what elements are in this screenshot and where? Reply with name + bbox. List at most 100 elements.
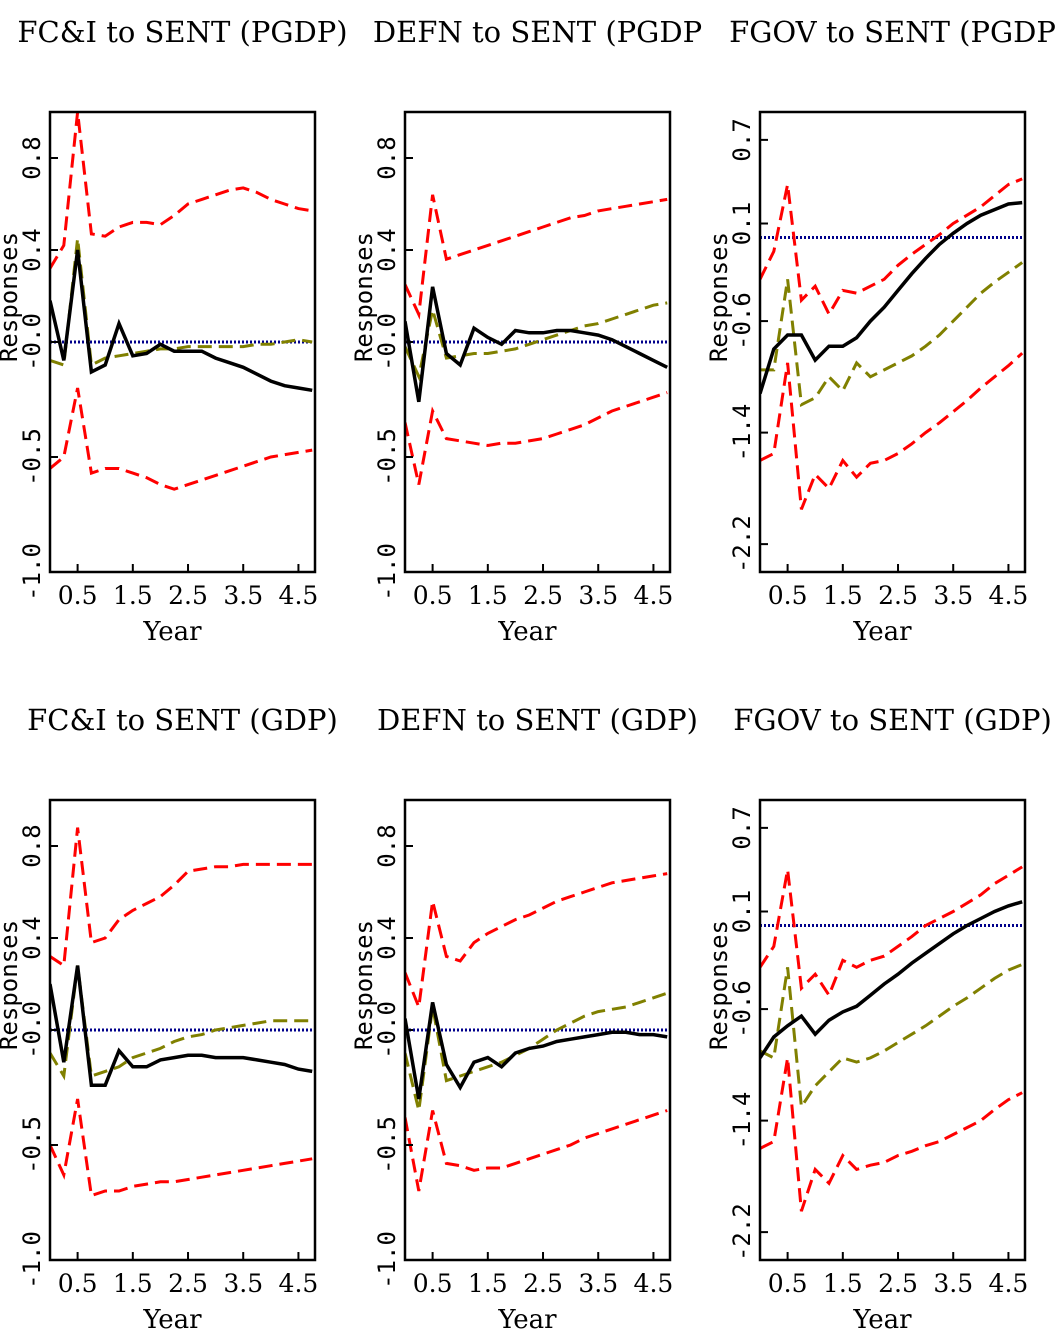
plot-area <box>405 872 668 1192</box>
x-tick-label: 4.5 <box>634 1269 674 1298</box>
plot-frame <box>758 110 1027 574</box>
x-tick-label: 2.5 <box>168 1269 208 1298</box>
y-tick-label: -0.5 <box>373 1116 401 1174</box>
plot-frame <box>758 798 1027 1262</box>
x-axis-label: Year <box>852 1305 912 1335</box>
y-tick-label: 0.4 <box>373 916 401 959</box>
panel-title: DEFN to SENT (GDP) <box>377 703 698 737</box>
y-tick-label: -1.4 <box>728 404 756 462</box>
x-tick-label: 4.5 <box>279 581 319 610</box>
x-axis-label: Year <box>497 617 557 647</box>
y-axis-label: Responses <box>705 232 733 362</box>
x-tick-label: 3.5 <box>933 581 973 610</box>
y-tick-label: -1.0 <box>373 543 401 601</box>
plot-area <box>405 194 668 485</box>
x-axis-label: Year <box>142 1305 202 1335</box>
series-median-line <box>50 238 313 368</box>
x-axis-label: Year <box>497 1305 557 1335</box>
panel-1: FC&I to SENT (PGDP) 0.5 1.5 2.5 3.5 4.5 -1.0 -0… <box>0 15 348 647</box>
panel-title: DEFN to SENT (PGDP <box>373 15 702 49</box>
plot-area <box>760 865 1023 1212</box>
plot-area <box>50 112 313 491</box>
series-point-line <box>50 249 313 393</box>
x-tick-label: 0.5 <box>768 1269 808 1298</box>
x-tick-label: 2.5 <box>878 1269 918 1298</box>
series-upper-line <box>50 112 313 270</box>
y-tick-label: 0.7 <box>728 118 756 161</box>
x-tick-label: 0.5 <box>413 1269 453 1298</box>
y-tick-label: -0.5 <box>18 1116 46 1174</box>
y-tick-label: 0.4 <box>373 228 401 271</box>
y-tick-label: 0.8 <box>18 824 46 867</box>
y-tick-label: 0.4 <box>18 228 46 271</box>
series-median-line <box>405 991 668 1111</box>
y-tick-label: -0.0 <box>373 313 401 371</box>
panel-2: DEFN to SENT (PGDP 0.5 1.5 2.5 3.5 4.5 -1.0 -0.… <box>350 15 702 647</box>
series-upper-line <box>405 194 668 320</box>
x-axis-label: Year <box>852 617 912 647</box>
x-tick-label: 3.5 <box>223 1269 263 1298</box>
y-axis-label: Responses <box>350 232 378 362</box>
x-tick-label: 3.5 <box>933 1269 973 1298</box>
y-tick-label: -0.5 <box>18 428 46 486</box>
x-tick-label: 3.5 <box>578 581 618 610</box>
panel-title: FGOV to SENT (GDP) <box>733 703 1052 737</box>
panel-title: FC&I to SENT (PGDP) <box>17 15 347 49</box>
series-lower-line <box>50 1098 313 1198</box>
series-upper-line <box>405 872 668 1013</box>
y-tick-label: 0.7 <box>728 806 756 849</box>
series-median-line <box>405 301 668 382</box>
series-median-line <box>50 965 313 1081</box>
y-tick-label: 0.8 <box>373 136 401 179</box>
y-tick-label: -1.0 <box>373 1231 401 1289</box>
x-tick-label: 4.5 <box>989 581 1029 610</box>
x-tick-label: 0.5 <box>58 1269 98 1298</box>
series-lower-line <box>405 1109 668 1192</box>
panel-title: FGOV to SENT (PGDP <box>729 15 1056 49</box>
y-tick-label: 0.4 <box>18 916 46 959</box>
plot-area <box>760 177 1024 510</box>
panel-3: FGOV to SENT (PGDP 0.5 1.5 2.5 3.5 4.5 -2.2 -1.… <box>705 15 1056 647</box>
x-tick-label: 1.5 <box>468 581 508 610</box>
series-lower-line <box>760 352 1024 510</box>
y-tick-label: 0.8 <box>373 824 401 867</box>
x-tick-label: 3.5 <box>578 1269 618 1298</box>
y-tick-label: -0.6 <box>728 980 756 1038</box>
x-axis-label: Year <box>142 617 202 647</box>
series-lower-line <box>50 387 313 491</box>
series-lower-line <box>405 391 668 485</box>
y-tick-label: -0.0 <box>373 1001 401 1059</box>
y-tick-label: 0.8 <box>18 136 46 179</box>
y-tick-label: -2.2 <box>728 515 756 573</box>
x-tick-label: 3.5 <box>223 581 263 610</box>
x-tick-label: 0.5 <box>768 581 808 610</box>
x-tick-label: 4.5 <box>989 1269 1029 1298</box>
series-median-line <box>760 963 1023 1112</box>
y-axis-label: Responses <box>350 920 378 1050</box>
series-point-line <box>405 1002 668 1100</box>
x-tick-label: 1.5 <box>113 1269 153 1298</box>
x-tick-label: 1.5 <box>468 1269 508 1298</box>
y-tick-label: 0.1 <box>728 202 756 245</box>
x-tick-label: 2.5 <box>523 581 563 610</box>
y-tick-label: 0.1 <box>728 890 756 933</box>
series-upper-line <box>50 827 313 969</box>
x-tick-label: 1.5 <box>113 581 153 610</box>
y-tick-label: -0.6 <box>728 292 756 350</box>
y-axis-label: Responses <box>0 920 23 1050</box>
x-tick-label: 2.5 <box>878 581 918 610</box>
x-tick-label: 2.5 <box>523 1269 563 1298</box>
y-tick-label: -0.5 <box>373 428 401 486</box>
plot-area <box>50 827 313 1198</box>
y-axis-label: Responses <box>0 232 23 362</box>
x-tick-label: 1.5 <box>823 1269 863 1298</box>
panel-4: FC&I to SENT (GDP) 0.5 1.5 2.5 3.5 4.5 -1.0 -0.… <box>0 703 338 1335</box>
series-upper-line <box>760 865 1023 999</box>
x-tick-label: 2.5 <box>168 581 208 610</box>
x-tick-label: 0.5 <box>413 581 453 610</box>
series-median-line <box>760 261 1024 408</box>
x-tick-label: 1.5 <box>823 581 863 610</box>
panel-6: FGOV to SENT (GDP) 0.5 1.5 2.5 3.5 4.5 -2.2 -1.… <box>705 703 1052 1335</box>
x-tick-label: 4.5 <box>279 1269 319 1298</box>
